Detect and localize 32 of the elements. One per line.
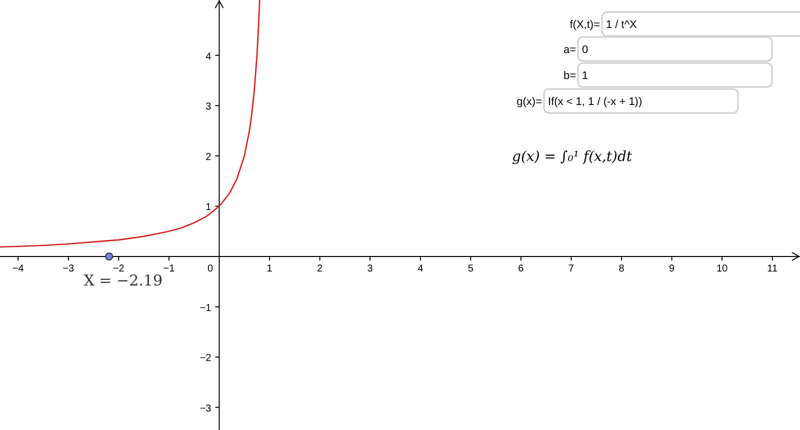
x-tick-label: 5 xyxy=(468,263,474,274)
annotation: g(x)= xyxy=(516,96,542,108)
y-tick-label: −3 xyxy=(200,403,212,414)
x-tick-label: −4 xyxy=(12,263,24,274)
line-series xyxy=(0,0,260,248)
x-tick-label: 11 xyxy=(767,263,778,274)
x-tick-label: 2 xyxy=(317,263,324,274)
annotation: 1 xyxy=(582,70,588,82)
x-tick-label: 8 xyxy=(618,263,625,274)
annotation: a= xyxy=(563,44,576,56)
x-tick-label: 7 xyxy=(568,263,574,274)
x-tick-label: 6 xyxy=(518,263,524,274)
y-tick-label: −2 xyxy=(200,353,212,364)
x-tick-label: 4 xyxy=(418,263,424,274)
y-tick-label: 2 xyxy=(206,152,212,163)
annotation: b= xyxy=(563,70,576,82)
x-tick-label: −1 xyxy=(163,263,176,274)
annotation: f(X,t)= xyxy=(570,19,600,31)
annotation: g(x) = ∫₀¹ f(x,t)dt xyxy=(512,149,632,165)
x-tick-label: 3 xyxy=(367,263,374,274)
x-tick-label: 1 xyxy=(266,263,273,274)
annotation: 0 xyxy=(582,44,588,56)
x-tick-label: 0 xyxy=(207,263,214,274)
y-tick-label: −1 xyxy=(200,302,212,314)
y-tick-label: 1 xyxy=(206,202,212,214)
y-tick-label: 4 xyxy=(206,51,212,62)
x-tick-label: −3 xyxy=(62,263,75,274)
annotation: 1 / t^X xyxy=(606,19,638,31)
x-tick-label: 10 xyxy=(716,263,728,274)
x-tick-label: 9 xyxy=(668,263,675,274)
y-tick-label: 3 xyxy=(206,102,212,113)
annotation: If(x < 1, 1 / (-x + 1)) xyxy=(548,96,642,108)
